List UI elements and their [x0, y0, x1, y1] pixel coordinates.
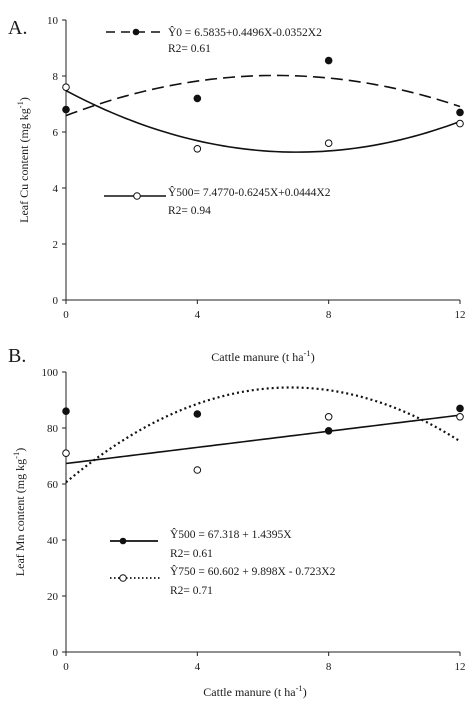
panel-a-y-axis-title-main: Leaf Cu content (mg kg [17, 108, 31, 223]
panel-b-legend-y750: Ŷ750 = 60.602 + 9.898X - 0.723X2 R2= 0.7… [110, 564, 336, 597]
panel-a-x-axis-title-main: Cattle manure (t ha [211, 350, 304, 364]
panel-b-legend-y500-equation: Ŷ500 = 67.318 + 1.4395X [170, 527, 292, 541]
panel-a-x-tick-label: 0 [63, 309, 69, 321]
panel-b-series-1-point [62, 449, 70, 458]
panel-a-series-1-point [324, 139, 333, 147]
panel-b-series-0-point [456, 404, 464, 413]
panel-b-series-1-point [456, 413, 464, 421]
panel-b-x-tick-label: 12 [455, 661, 466, 673]
panel-a-legend-y500-r2: R2= 0.94 [168, 205, 211, 217]
panel-b-x-axis-title-exp: -1 [296, 683, 303, 693]
panel-b-legend-y500: Ŷ500 = 67.318 + 1.4395X R2= 0.61 [110, 527, 292, 560]
panel-a-y-tick-label: 10 [47, 15, 59, 27]
panel-a-series-0-point [193, 94, 202, 103]
panel-a-series-1-point [456, 119, 464, 128]
panel-b-series-0-point [193, 410, 202, 418]
panel-a-series-1-point [193, 145, 202, 153]
panel-b-fit-curve-0 [65, 414, 461, 465]
panel-a-data-points [62, 56, 464, 153]
panel-a-y-axis-title: Leaf Cu content (mg kg-1) [15, 97, 31, 223]
panel-b-x-axis-title: Cattle manure (t ha-1) [203, 683, 306, 699]
panel-b-data-points [62, 404, 464, 474]
panel-a-legend-y500-equation: Ŷ500= 7.4770-0.6245X+0.0444X2 [168, 185, 331, 199]
panel-a-legend-y500: Ŷ500= 7.4770-0.6245X+0.0444X2 R2= 0.94 [104, 185, 331, 217]
panel-b-series-1-point [324, 413, 333, 421]
panel-b-series-1-point [193, 466, 202, 474]
panel-a-x-axis-title-exp: -1 [304, 348, 311, 358]
panel-b-series-0-point [324, 427, 333, 435]
panel-b-fit-curves [65, 386, 461, 484]
panel-b-x-tick-label: 0 [63, 661, 69, 673]
panel-b-y-tick-label: 40 [47, 535, 59, 547]
panel-a-fit-curve-0 [65, 74, 461, 117]
panel-a-ticks: 0 4 8 12 0 2 4 6 8 10 [47, 15, 466, 321]
panel-b-legend-y750-r2: R2= 0.71 [170, 585, 213, 597]
panel-b-x-tick-label: 4 [195, 661, 201, 673]
panel-b-mn-chart: B. 0 4 8 12 0 20 40 60 80 100 Cattle manure (t ha… [8, 345, 466, 699]
panel-a-legend-y0-r2: R2= 0.61 [168, 43, 211, 55]
panel-b-series-0-point [62, 407, 70, 416]
panel-b-y-tick-label: 100 [42, 367, 59, 379]
panel-b-y-tick-label: 0 [53, 647, 59, 659]
panel-a-x-axis-title: Cattle manure (t ha-1) [211, 348, 314, 364]
panel-b-ticks: 0 4 8 12 0 20 40 60 80 100 [42, 367, 466, 673]
panel-b-legend-y500-marker [119, 537, 127, 545]
panel-b-tag: B. [8, 345, 26, 367]
panel-a-series-0-point [62, 105, 70, 114]
panel-a-x-axis-title-close: ) [311, 350, 315, 364]
panel-a-x-tick-label: 12 [455, 309, 466, 321]
panel-b-y-axis-title-close: ) [13, 448, 27, 452]
panel-a-y-tick-label: 6 [53, 127, 59, 139]
panel-b-y-axis-title-main: Leaf Mn content (mg kg [13, 459, 27, 576]
panel-a-y-axis-title-exp: -1 [15, 101, 25, 108]
panel-b-y-tick-label: 20 [47, 591, 59, 603]
panel-a-legend-y500-marker [133, 192, 141, 200]
panel-b-legend-y500-r2: R2= 0.61 [170, 548, 213, 560]
panel-b-y-axis-title-exp: -1 [11, 452, 21, 459]
panel-a-x-tick-label: 4 [195, 309, 201, 321]
panel-a-y-tick-label: 4 [53, 183, 59, 195]
panel-b-x-axis-title-main: Cattle manure (t ha [203, 685, 296, 699]
panel-a-y-tick-label: 2 [53, 239, 59, 251]
panel-b-legend-y750-marker [119, 574, 127, 582]
panel-a-y-tick-label: 8 [53, 71, 59, 83]
panel-b-fit-curve-1 [65, 386, 461, 484]
panel-a-fit-curve-1 [65, 89, 461, 153]
panel-a-legend-y0: Ŷ0 = 6.5835+0.4496X-0.0352X2 R2= 0.61 [106, 25, 322, 55]
panel-a-y-tick-label: 0 [53, 295, 59, 307]
panel-a-series-0-point [456, 108, 464, 117]
panel-b-legend-y750-equation: Ŷ750 = 60.602 + 9.898X - 0.723X2 [170, 564, 336, 578]
panel-a-y-axis-title-close: ) [17, 97, 31, 101]
panel-b-x-axis-title-close: ) [303, 685, 307, 699]
panel-b-y-tick-label: 60 [47, 479, 59, 491]
panel-a-tag: A. [8, 17, 27, 39]
panel-a-legend-y0-marker [132, 28, 140, 36]
panel-a-fit-curves [65, 74, 461, 153]
panel-a-series-0-point [324, 56, 333, 65]
panel-b-x-tick-label: 8 [326, 661, 332, 673]
panel-b-y-tick-label: 80 [47, 423, 59, 435]
panel-b-y-axis-title: Leaf Mn content (mg kg-1) [11, 448, 27, 576]
panel-a-series-1-point [62, 83, 70, 91]
panel-a-legend-y0-equation: Ŷ0 = 6.5835+0.4496X-0.0352X2 [168, 25, 322, 39]
panel-a-x-tick-label: 8 [326, 309, 332, 321]
